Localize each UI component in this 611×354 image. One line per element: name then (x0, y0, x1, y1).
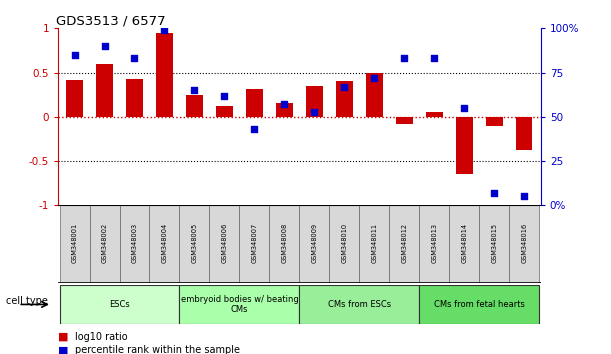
Bar (516, 117, 533, 149)
Text: percentile rank within the sample: percentile rank within the sample (75, 346, 240, 354)
Point (279, 102, 289, 107)
Text: CMs from ESCs: CMs from ESCs (327, 300, 391, 309)
Bar (59, 205, 90, 283)
Point (310, 109, 320, 114)
Bar (180, 205, 210, 283)
Text: GSM348004: GSM348004 (161, 223, 167, 263)
Bar (366, 73, 382, 117)
Text: log10 ratio: log10 ratio (75, 332, 128, 342)
Bar (186, 95, 203, 117)
Bar (486, 117, 502, 126)
Text: cell type: cell type (6, 296, 48, 306)
Text: GDS3513 / 6577: GDS3513 / 6577 (56, 14, 165, 27)
Text: GSM348006: GSM348006 (221, 223, 227, 263)
Text: GSM348009: GSM348009 (312, 223, 317, 263)
Point (519, 194, 529, 199)
Point (219, 93, 229, 98)
Point (430, 56, 439, 61)
Bar (90, 205, 120, 283)
Bar (329, 205, 359, 283)
Point (189, 87, 199, 93)
Bar (276, 103, 293, 117)
Text: ■: ■ (58, 332, 68, 342)
Text: GSM348011: GSM348011 (371, 223, 378, 263)
Bar (59, 285, 180, 324)
Text: GSM348002: GSM348002 (101, 223, 108, 263)
Text: CMs from fetal hearts: CMs from fetal hearts (434, 300, 525, 309)
Bar (240, 205, 269, 283)
Bar (269, 205, 299, 283)
Bar (299, 285, 419, 324)
Bar (389, 205, 419, 283)
Bar (216, 106, 233, 117)
Point (70, 52, 79, 58)
Point (370, 75, 379, 81)
Text: embryoid bodies w/ beating
CMs: embryoid bodies w/ beating CMs (181, 295, 298, 314)
Bar (359, 205, 389, 283)
Bar (456, 117, 472, 175)
Text: GSM348016: GSM348016 (521, 223, 527, 263)
Text: GSM348012: GSM348012 (401, 223, 408, 263)
Point (159, 27, 169, 33)
Point (340, 84, 349, 90)
Text: GSM348008: GSM348008 (282, 223, 287, 263)
Bar (126, 79, 143, 117)
Text: GSM348015: GSM348015 (491, 223, 497, 263)
Bar (246, 88, 263, 117)
Bar (426, 113, 442, 117)
Point (249, 126, 259, 132)
Text: ■: ■ (58, 346, 68, 354)
Bar (66, 80, 82, 117)
Point (459, 105, 469, 111)
Bar (479, 205, 509, 283)
Bar (509, 205, 540, 283)
Bar (336, 81, 353, 117)
Bar (419, 285, 540, 324)
Point (130, 56, 139, 61)
Bar (210, 205, 240, 283)
Bar (299, 205, 329, 283)
Text: ESCs: ESCs (109, 300, 130, 309)
Bar (396, 117, 412, 124)
Point (400, 56, 409, 61)
Text: GSM348010: GSM348010 (342, 223, 348, 263)
Text: GSM348003: GSM348003 (131, 223, 137, 263)
Bar (150, 205, 180, 283)
Point (100, 43, 109, 49)
Bar (120, 205, 150, 283)
Bar (306, 86, 323, 117)
Point (489, 190, 499, 196)
Bar (419, 205, 449, 283)
Text: GSM348014: GSM348014 (461, 223, 467, 263)
Bar (97, 64, 113, 117)
Text: GSM348013: GSM348013 (431, 223, 437, 263)
Bar (156, 33, 173, 117)
Text: GSM348005: GSM348005 (191, 223, 197, 263)
Bar (449, 205, 479, 283)
Bar (180, 285, 299, 324)
Text: GSM348001: GSM348001 (71, 223, 78, 263)
Text: GSM348007: GSM348007 (251, 223, 257, 263)
